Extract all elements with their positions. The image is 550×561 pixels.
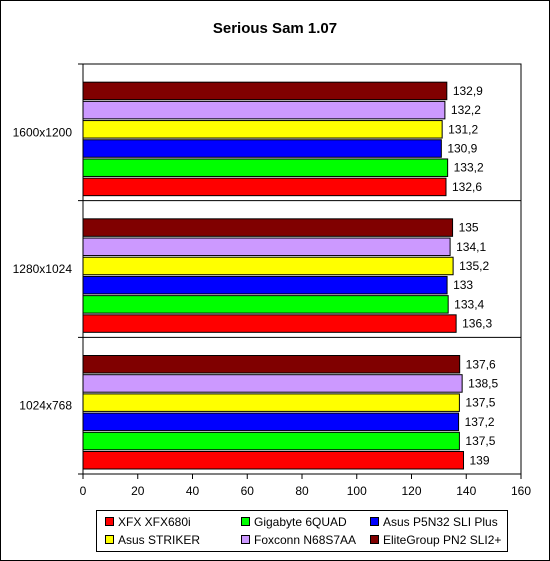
bar-value-label: 135: [459, 221, 479, 235]
bar: [82, 139, 442, 158]
category-label: 1024x768: [19, 399, 72, 413]
bar-value-label: 137,6: [466, 357, 496, 371]
bar: [82, 81, 448, 101]
bar-chart-plot: 132,6 133,2 130,9 131,2 132,2 132,9 1600x1200 1…: [13, 63, 531, 498]
bar: [82, 100, 446, 120]
bar: [82, 393, 460, 412]
bar-value-label: 132,2: [451, 103, 481, 117]
legend-swatch: [105, 535, 114, 544]
bar: [82, 295, 449, 314]
bar: [82, 314, 457, 333]
bar-value-label: 135,2: [459, 259, 489, 273]
category-label: 1280x1024: [13, 262, 73, 276]
x-tick-label: 80: [295, 484, 309, 498]
bar-value-label: 137,5: [465, 434, 495, 448]
legend-swatch: [241, 517, 250, 526]
bar-value-label: 134,1: [456, 240, 486, 254]
bar-value-label: 130,9: [447, 142, 477, 156]
bar: [82, 218, 454, 237]
bar: [82, 158, 449, 177]
legend-swatch: [105, 517, 114, 526]
bar-value-label: 132,9: [453, 84, 483, 98]
legend-label: XFX XFX680i: [118, 515, 191, 529]
bar: [82, 177, 447, 197]
x-tick-label: 60: [241, 484, 255, 498]
bar: [82, 431, 460, 451]
x-tick-label: 140: [456, 484, 476, 498]
category-label: 1600x1200: [13, 125, 73, 139]
bar-value-label: 132,6: [452, 180, 482, 194]
bar-value-label: 133: [453, 278, 473, 292]
bar-value-label: 139: [470, 453, 490, 467]
x-tick-label: 20: [131, 484, 145, 498]
bar: [82, 275, 448, 295]
bar-value-label: 133,4: [454, 297, 484, 311]
bar: [82, 451, 465, 470]
bar: [82, 237, 451, 257]
chart-title: Serious Sam 1.07: [212, 20, 338, 37]
legend-swatch: [241, 535, 250, 544]
bar-value-label: 138,5: [468, 376, 498, 390]
x-tick-label: 0: [80, 484, 87, 498]
bar-value-label: 137,2: [465, 415, 495, 429]
legend-label: Foxconn N68S7AA: [254, 533, 357, 547]
bar: [82, 412, 460, 432]
x-tick-label: 120: [401, 484, 421, 498]
x-tick-label: 160: [511, 484, 531, 498]
bar: [82, 256, 454, 276]
bar-value-label: 137,5: [465, 396, 495, 410]
legend-item: Asus STRIKER: [105, 533, 200, 547]
bar-value-label: 131,2: [448, 122, 478, 136]
legend-label: Asus P5N32 SLI Plus: [383, 515, 498, 529]
legend-item: EliteGroup PN2 SLI2+: [370, 533, 501, 547]
bar-value-label: 136,3: [462, 317, 492, 331]
legend-item: Foxconn N68S7AA: [241, 533, 356, 547]
legend-item: Gigabyte 6QUAD: [241, 515, 347, 529]
bar: [82, 374, 463, 393]
x-tick-label: 100: [347, 484, 367, 498]
legend-label: Asus STRIKER: [118, 533, 201, 547]
x-tick-label: 40: [186, 484, 200, 498]
bar: [82, 120, 443, 139]
legend-swatch: [370, 517, 379, 526]
bar: [82, 355, 461, 374]
bar-value-label: 133,2: [454, 161, 484, 175]
legend: XFX XFX680i Gigabyte 6QUAD Asus P5N32 SLI …: [96, 510, 508, 552]
legend-label: Gigabyte 6QUAD: [254, 515, 347, 529]
legend-item: Asus P5N32 SLI Plus: [370, 515, 498, 529]
legend-label: EliteGroup PN2 SLI2+: [383, 533, 502, 547]
legend-item: XFX XFX680i: [105, 515, 191, 529]
legend-swatch: [370, 535, 379, 544]
